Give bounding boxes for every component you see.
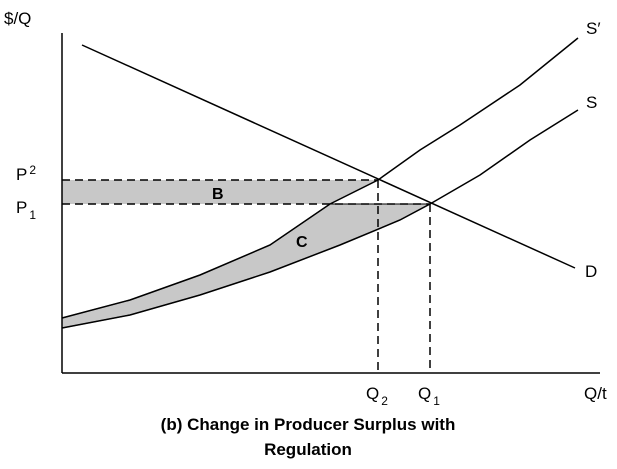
x-axis-label: Q/t bbox=[584, 384, 607, 403]
q1-main: Q bbox=[418, 384, 431, 403]
area-c-label: C bbox=[296, 234, 308, 251]
area-b-label: B bbox=[212, 186, 224, 203]
supply-curve bbox=[61, 109, 579, 329]
caption-line: Regulation bbox=[264, 440, 352, 459]
s-label: S bbox=[586, 93, 597, 112]
area-b-shade bbox=[62, 180, 378, 204]
q2-main: Q bbox=[366, 384, 379, 403]
p1-main: P bbox=[16, 198, 27, 217]
p2-sub: 2 bbox=[29, 163, 36, 177]
area-c-shade bbox=[61, 203, 431, 329]
dashed-guides bbox=[62, 179, 431, 373]
d-label: D bbox=[585, 262, 597, 281]
caption-line: (b) Change in Producer Surplus with bbox=[161, 415, 456, 434]
p1-sub: 1 bbox=[29, 208, 36, 222]
s-prime-label: S′ bbox=[586, 19, 601, 38]
q2-sub: 2 bbox=[381, 394, 388, 408]
q1-sub: 1 bbox=[433, 394, 440, 408]
supply-prime-curve bbox=[61, 37, 579, 319]
p2-main: P bbox=[16, 165, 27, 184]
y-axis-label: $/Q bbox=[4, 9, 31, 28]
axes bbox=[61, 33, 600, 374]
demand-curve bbox=[81, 44, 576, 269]
